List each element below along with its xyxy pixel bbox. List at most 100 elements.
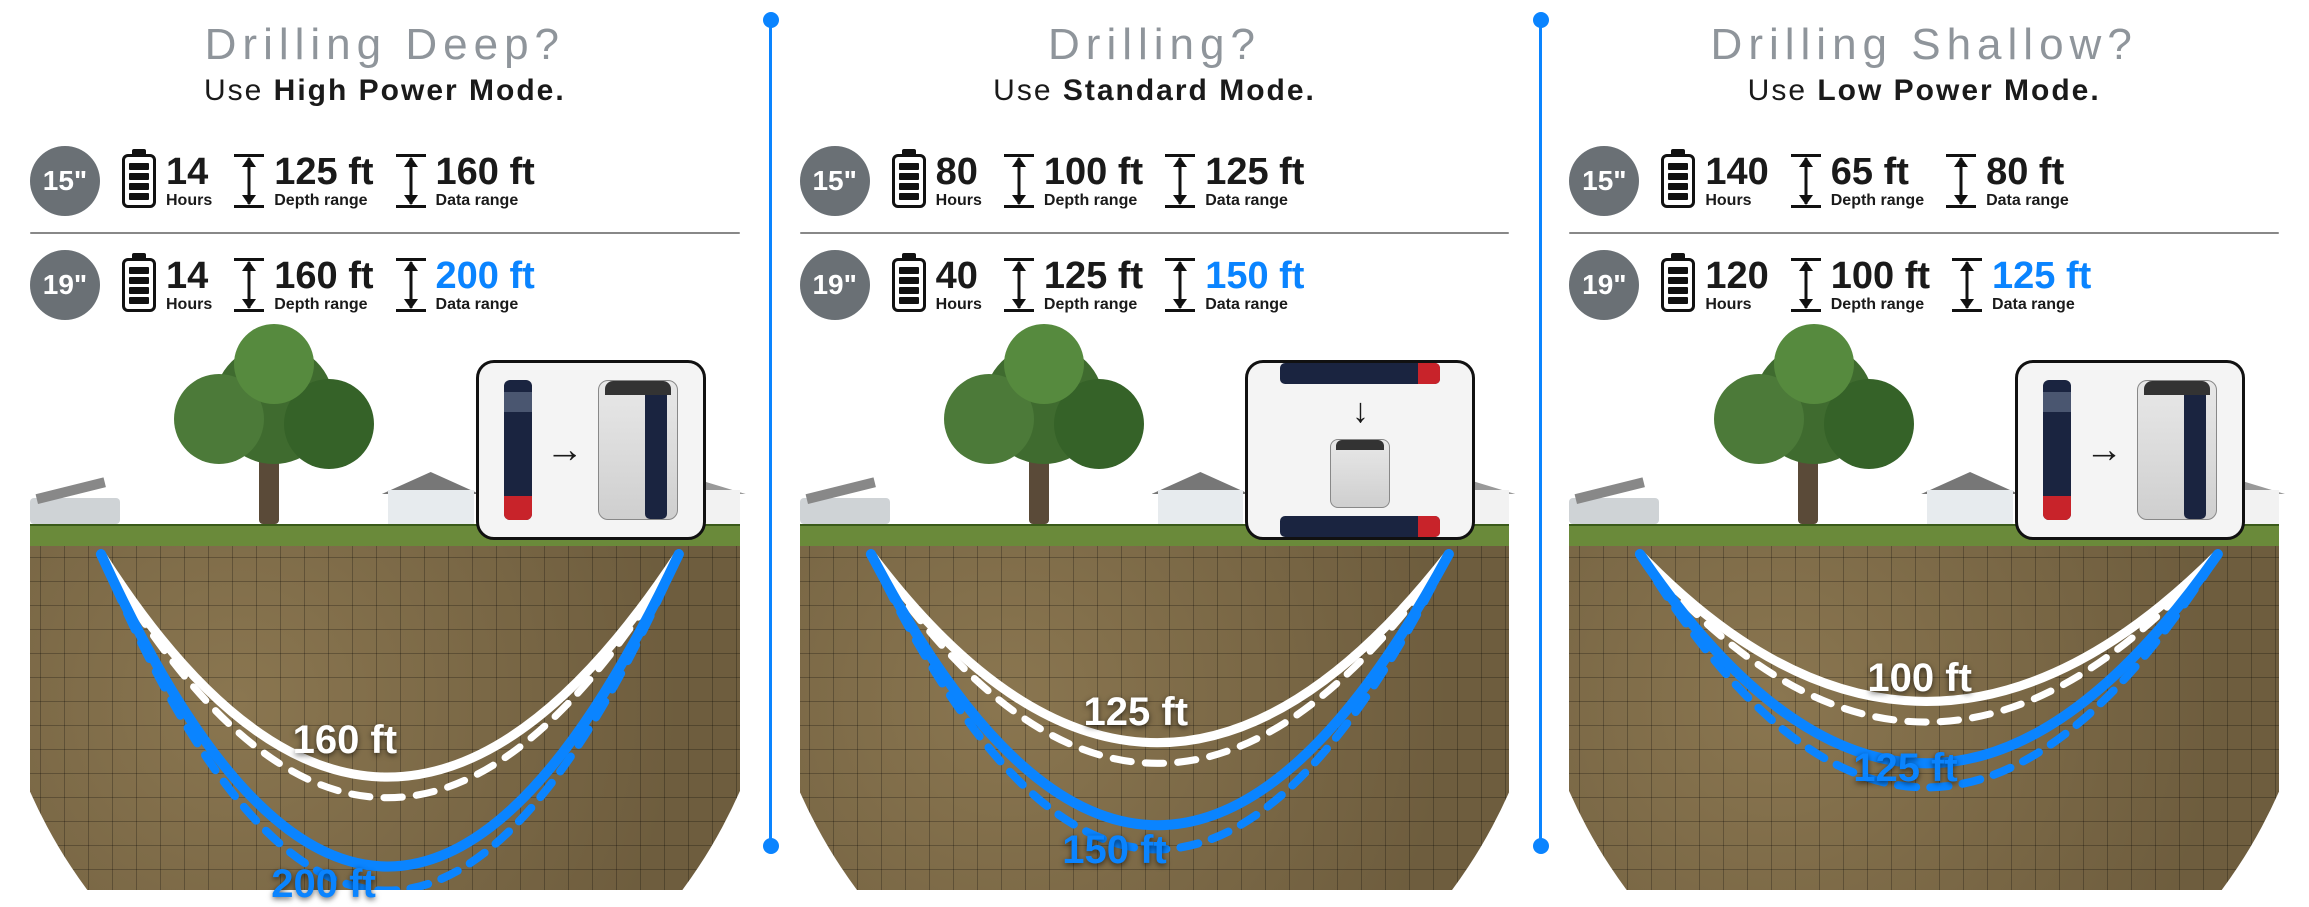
hours-value: 40 <box>936 257 982 295</box>
mode-text: Use High Power Mode. <box>30 74 740 108</box>
depth-label: Depth range <box>274 193 373 209</box>
depth-value: 100 ft <box>1831 257 1930 295</box>
house-icon <box>1158 472 1244 524</box>
data-label: Data range <box>436 297 535 313</box>
data-range-icon <box>1946 154 1976 208</box>
size-badge: 19" <box>1569 250 1639 320</box>
hours-value: 14 <box>166 257 212 295</box>
house-icon <box>388 472 474 524</box>
infographic-root: Drilling Deep? Use High Power Mode. 15" … <box>0 0 2309 886</box>
arrow-right-icon: → <box>546 429 584 472</box>
data-range-icon <box>396 154 426 208</box>
transmitter-icon <box>1280 516 1440 537</box>
hours-label: Hours <box>1705 193 1768 209</box>
depth-value: 100 ft <box>1044 153 1143 191</box>
scene: → <box>1569 360 2279 890</box>
question-text: Drilling? <box>800 20 1510 70</box>
depth-label: Depth range <box>1044 297 1143 313</box>
mode-name: High Power Mode. <box>274 74 566 107</box>
question-text: Drilling Shallow? <box>1569 20 2279 70</box>
data-range-icon <box>1952 258 1982 312</box>
data-value: 160 ft <box>436 153 535 191</box>
arrow-right-icon: → <box>2085 429 2123 472</box>
hours-label: Hours <box>936 297 982 313</box>
depth-range-icon <box>1004 258 1034 312</box>
stats-block: 15" 80Hours 100 ftDepth range 125 ftData… <box>800 136 1510 330</box>
mode-text: Use Low Power Mode. <box>1569 74 2279 108</box>
size-badge: 15" <box>30 146 100 216</box>
stat-row: 15" 14Hours 125 ftDepth range 160 ftData… <box>30 136 740 226</box>
depth-range-icon <box>234 154 264 208</box>
inset-diagram: → <box>2015 360 2245 540</box>
headline: Drilling Shallow? Use Low Power Mode. <box>1569 20 2279 108</box>
mode-text: Use Standard Mode. <box>800 74 1510 108</box>
depth-label: Depth range <box>1044 193 1143 209</box>
depth-value: 125 ft <box>274 153 373 191</box>
size-badge: 19" <box>30 250 100 320</box>
depth-range-icon <box>1004 154 1034 208</box>
hours-value: 14 <box>166 153 212 191</box>
hours-value: 80 <box>936 153 982 191</box>
data-label: Data range <box>1992 297 2091 313</box>
depth-label: Depth range <box>1831 193 1924 209</box>
hours-stat: 40 Hours <box>892 257 982 313</box>
mode-panel: Drilling Shallow? Use Low Power Mode. 15… <box>1539 0 2309 886</box>
data-value: 200 ft <box>436 257 535 295</box>
row-divider <box>1569 232 2279 234</box>
depth-value: 65 ft <box>1831 153 1924 191</box>
data-range-icon <box>396 258 426 312</box>
mode-prefix: Use <box>993 74 1063 107</box>
ground: 160 ft200 ft <box>30 524 740 890</box>
depth-stat: 125 ft Depth range <box>234 153 373 209</box>
battery-icon <box>122 258 156 312</box>
hours-stat: 80Hours <box>892 153 982 209</box>
inset-diagram: → <box>476 360 706 540</box>
depth-label-white: 125 ft <box>1084 690 1189 735</box>
battery-icon <box>1661 154 1695 208</box>
data-range-icon <box>1165 258 1195 312</box>
depth-stat: 160 ft Depth range <box>234 257 373 313</box>
locator-device-icon <box>598 380 678 520</box>
tree-icon <box>1704 324 1914 524</box>
depth-label: Depth range <box>274 297 373 313</box>
drill-rig-icon <box>800 470 914 524</box>
battery-icon <box>1661 258 1695 312</box>
tree-icon <box>934 324 1144 524</box>
depth-label-blue: 150 ft <box>1062 828 1167 873</box>
size-badge: 15" <box>800 146 870 216</box>
data-stat: 200 ft Data range <box>396 257 535 313</box>
headline: Drilling Deep? Use High Power Mode. <box>30 20 740 108</box>
ground: 100 ft125 ft <box>1569 524 2279 890</box>
depth-label-white: 160 ft <box>293 718 398 763</box>
hours-stat: 120Hours <box>1661 257 1768 313</box>
hours-stat: 14Hours <box>122 257 212 313</box>
depth-value: 160 ft <box>274 257 373 295</box>
bore-arcs: 125 ft 150 ft <box>800 546 1510 890</box>
stat-row: 19" 40Hours 125 ftDepth range 150 ftData… <box>800 240 1510 330</box>
stats-block: 15" 140Hours 65 ft Depth range 80 ft Data … <box>1569 136 2279 330</box>
row-divider <box>30 232 740 234</box>
depth-value: 125 ft <box>1044 257 1143 295</box>
depth-stat: 125 ft Depth range <box>1004 257 1143 313</box>
mode-prefix: Use <box>1748 74 1818 107</box>
data-stat: 160 ftData range <box>396 153 535 209</box>
arc-svg <box>1569 546 2279 890</box>
data-value: 80 ft <box>1986 153 2069 191</box>
data-stat: 125 ftData range <box>1165 153 1304 209</box>
data-label: Data range <box>1205 193 1304 209</box>
battery-icon <box>892 154 926 208</box>
data-value: 125 ft <box>1992 257 2091 295</box>
hours-stat: 140Hours <box>1661 153 1768 209</box>
size-badge: 15" <box>1569 146 1639 216</box>
depth-stat: 100 ftDepth range <box>1791 257 1930 313</box>
transmitter-icon <box>504 380 532 520</box>
depth-label-blue: 200 ft <box>271 862 376 907</box>
bore-arcs: 100 ft125 ft <box>1569 546 2279 890</box>
data-value: 150 ft <box>1205 257 1304 295</box>
row-divider <box>800 232 1510 234</box>
mode-prefix: Use <box>204 74 274 107</box>
depth-range-icon <box>234 258 264 312</box>
battery-icon <box>122 154 156 208</box>
drill-rig-icon <box>30 470 144 524</box>
mode-panel: Drilling? Use Standard Mode. 15" 80Hours… <box>770 0 1540 886</box>
